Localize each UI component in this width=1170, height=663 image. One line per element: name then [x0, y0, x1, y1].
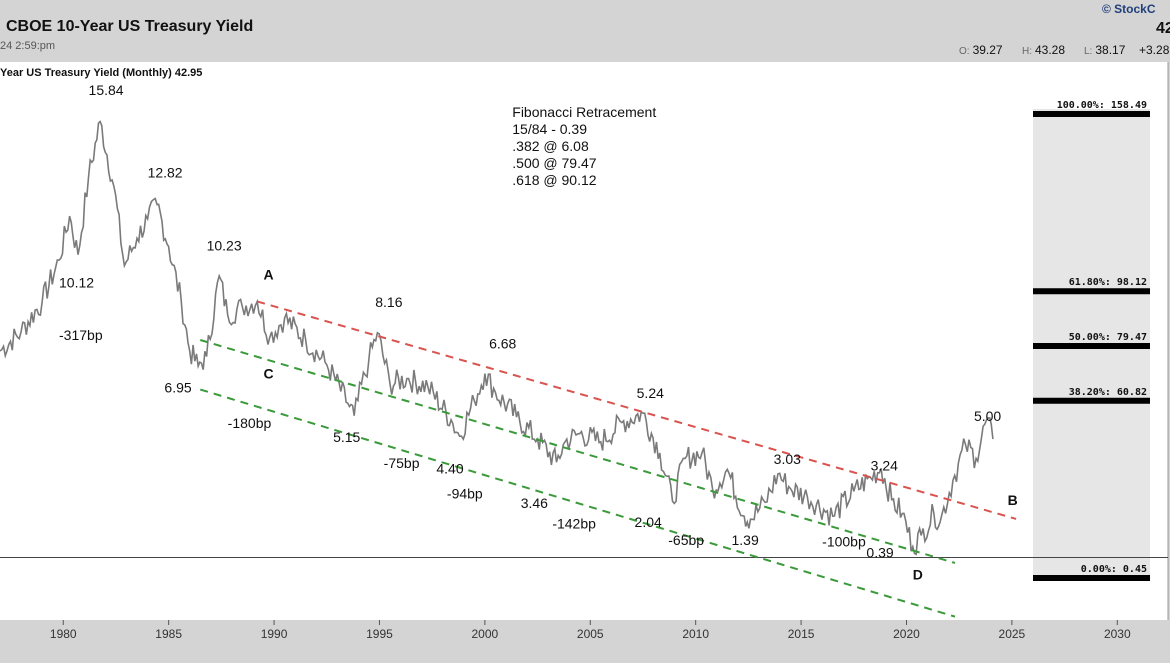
- value-annotation: -142bp: [552, 516, 596, 532]
- point-label-b: B: [1008, 492, 1018, 508]
- x-tick-label: 1995: [366, 627, 393, 641]
- fib-level-label: 100.00%: 158.49: [1057, 100, 1147, 111]
- value-annotation: 6.95: [164, 379, 191, 395]
- support-channel-line-2: [199, 388, 956, 618]
- low-readout: L: 38.17: [1084, 43, 1125, 57]
- fib-level-label: 0.00%: 0.45: [1081, 564, 1147, 575]
- value-annotation: 0.39: [866, 544, 893, 560]
- x-tick-label: 1985: [155, 627, 182, 641]
- x-tick-label: 2005: [577, 627, 604, 641]
- x-tick-label: 2020: [893, 627, 920, 641]
- value-annotation: 2.04: [635, 514, 662, 530]
- fib-level-bar: [1033, 397, 1150, 404]
- open-label: O:: [959, 46, 970, 57]
- fib-note-line: Fibonacci Retracement: [512, 104, 656, 120]
- high-readout: H: 43.28: [1022, 43, 1065, 57]
- support-channel-line-1: [199, 339, 956, 564]
- value-annotation: -180bp: [228, 415, 272, 431]
- value-annotation: 3.03: [774, 451, 801, 467]
- value-annotation: 4.40: [436, 460, 463, 476]
- point-label-d: D: [913, 566, 923, 582]
- value-annotation: 5.24: [637, 385, 664, 401]
- low-label: L:: [1084, 46, 1093, 57]
- value-annotation: -317bp: [59, 327, 103, 343]
- fib-note-line: .500 @ 79.47: [512, 155, 596, 171]
- x-tick-label: 2015: [788, 627, 815, 641]
- chart-header: CBOE 10-Year US Treasury Yield 24 2:59:p…: [0, 0, 1170, 62]
- value-annotation: -100bp: [822, 533, 866, 549]
- value-annotation: 1.39: [732, 532, 759, 548]
- fib-level-label: 50.00%: 79.47: [1069, 332, 1147, 343]
- value-annotation: 5.00: [974, 408, 1001, 424]
- change-value: +3.28: [1139, 43, 1170, 57]
- low-value: 38.17: [1095, 43, 1126, 57]
- x-tick-label: 2000: [472, 627, 499, 641]
- point-label-c: C: [264, 366, 274, 382]
- open-readout: O: 39.27: [959, 43, 1003, 57]
- value-annotation: 5.15: [333, 429, 360, 445]
- value-annotation: 10.12: [59, 275, 94, 291]
- x-tick-label: 2030: [1104, 627, 1131, 641]
- fib-level-label: 38.20%: 60.82: [1069, 387, 1147, 398]
- value-annotation: -94bp: [447, 485, 483, 501]
- chart-legend: Year US Treasury Yield (Monthly) 42.95: [0, 67, 202, 79]
- fib-level-bar: [1033, 288, 1150, 295]
- fib-note-line: 15/84 - 0.39: [512, 121, 587, 137]
- fib-level-bar: [1033, 575, 1150, 581]
- brand-logo[interactable]: © StockC: [1102, 2, 1156, 16]
- fib-level-bar: [1033, 111, 1150, 117]
- fib-note-line: .618 @ 90.12: [512, 172, 596, 188]
- high-value: 43.28: [1035, 43, 1066, 57]
- value-annotation: 3.24: [871, 458, 898, 474]
- fib-level-label: 61.80%: 98.12: [1069, 277, 1147, 288]
- yield-series-line: [0, 120, 994, 556]
- x-tick-label: 1980: [50, 627, 77, 641]
- chart-canvas[interactable]: Year US Treasury Yield (Monthly) 42.95 1…: [0, 62, 1170, 663]
- value-annotation: 6.68: [489, 335, 516, 351]
- point-label-a: A: [264, 266, 274, 282]
- value-annotation: 15.84: [89, 82, 124, 98]
- fib-note-line: .382 @ 6.08: [512, 138, 589, 154]
- high-label: H:: [1022, 46, 1032, 57]
- value-annotation: 8.16: [375, 294, 402, 310]
- value-annotation: 10.23: [207, 238, 242, 254]
- resistance-channel-line: [256, 300, 1017, 520]
- fib-level-bar: [1033, 343, 1150, 349]
- timestamp: 24 2:59:pm: [0, 40, 56, 52]
- value-annotation: -65bp: [668, 532, 704, 548]
- x-tick-label: 2025: [999, 627, 1026, 641]
- open-value: 39.27: [972, 43, 1003, 57]
- value-annotation: -75bp: [384, 455, 420, 471]
- value-annotation: 3.46: [521, 495, 548, 511]
- value-annotation: 12.82: [148, 165, 183, 181]
- x-tick-label: 1990: [261, 627, 288, 641]
- chart-title: CBOE 10-Year US Treasury Yield: [6, 18, 254, 35]
- plot-area: [0, 62, 1168, 620]
- x-tick-label: 2010: [682, 627, 709, 641]
- last-value: 42: [1156, 20, 1170, 37]
